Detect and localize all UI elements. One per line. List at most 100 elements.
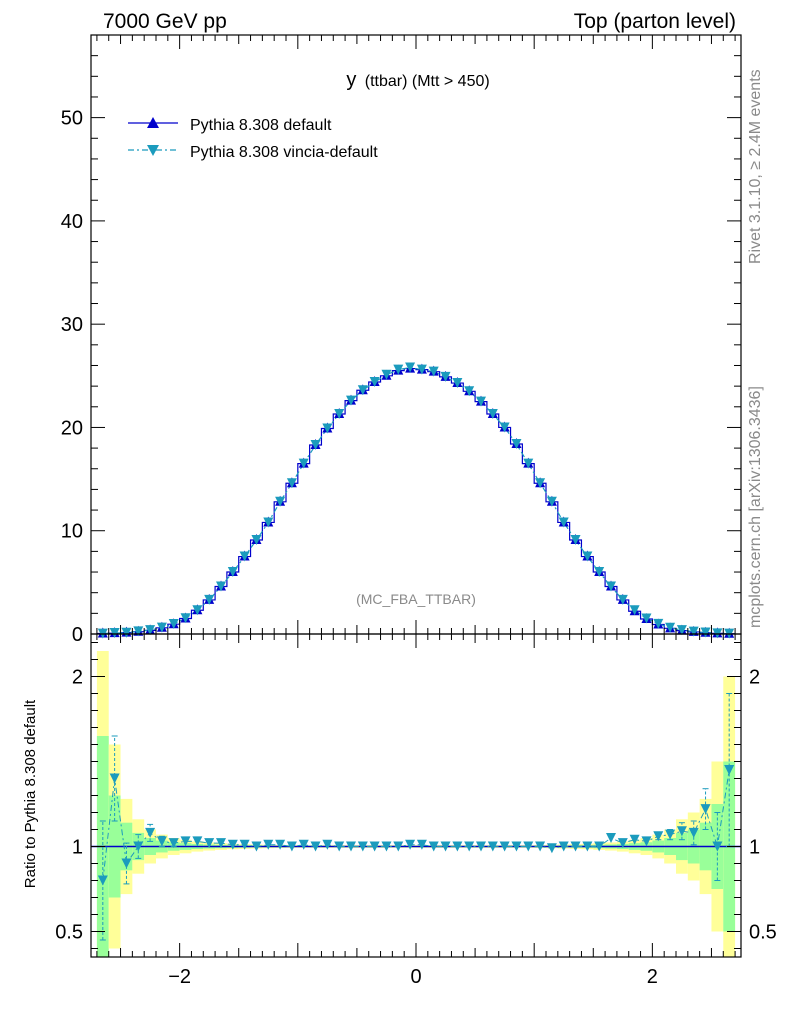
plot-title-main: y	[346, 69, 356, 91]
ratio-marker-vincia	[653, 831, 664, 842]
ratio-marker-vincia	[346, 841, 356, 852]
x-tick-label: 2	[647, 966, 658, 988]
main-y-tick-label: 30	[61, 314, 83, 336]
marker-vincia	[511, 438, 522, 449]
marker-vincia	[133, 626, 144, 637]
ratio-marker-vincia	[688, 827, 699, 838]
ratio-marker-vincia	[204, 838, 215, 849]
ratio-marker-vincia	[357, 841, 368, 852]
x-tick-label: 0	[410, 966, 421, 988]
ratio-marker-vincia	[334, 841, 345, 852]
marker-vincia	[558, 517, 569, 528]
marker-vincia	[641, 613, 652, 624]
ratio-marker-vincia	[121, 858, 132, 869]
ratio-marker-vincia	[239, 839, 250, 850]
marker-vincia	[381, 369, 392, 380]
ratio-y-tick-label-left: 2	[72, 667, 83, 689]
ratio-marker-vincia	[322, 839, 333, 850]
marker-vincia	[263, 517, 274, 528]
ratio-marker-vincia	[192, 836, 203, 847]
ratio-series	[91, 693, 741, 941]
ratio-marker-vincia	[700, 804, 711, 815]
marker-vincia	[629, 605, 640, 616]
marker-vincia	[346, 395, 356, 406]
tick-labels: 0 10 20 30 40 50 −2 0 2 0.5 0.5 1 1 2 2	[55, 108, 777, 988]
rivet-version-label: Rivet 3.1.10, ≥ 2.4M events	[747, 69, 764, 264]
marker-vincia	[428, 366, 439, 377]
marker-vincia	[546, 496, 557, 507]
legend-marker-vincia	[147, 145, 159, 156]
marker-vincia	[499, 422, 510, 433]
ratio-y-tick-label-left: 0.5	[55, 922, 83, 944]
marker-vincia	[227, 567, 238, 578]
ratio-marker-vincia	[381, 841, 392, 852]
ratio-marker-vincia	[97, 875, 108, 886]
legend-label-default: Pythia 8.308 default	[190, 117, 332, 134]
legend-label-vincia: Pythia 8.308 vincia-default	[190, 144, 378, 161]
marker-vincia	[121, 627, 132, 638]
marker-vincia	[464, 386, 475, 397]
ratio-marker-vincia	[523, 841, 534, 852]
main-y-tick-label: 20	[61, 417, 83, 439]
marker-vincia	[570, 535, 581, 546]
ratio-marker-vincia	[156, 836, 167, 847]
ratio-marker-vincia	[665, 829, 676, 840]
ratio-marker-vincia	[286, 841, 297, 852]
marker-vincia	[251, 535, 262, 546]
x-tick-label: −2	[168, 966, 191, 988]
main-plot-frame	[90, 34, 742, 635]
ratio-marker-vincia	[275, 839, 286, 850]
ratio-marker-vincia	[487, 841, 498, 852]
marker-vincia	[416, 364, 427, 375]
marker-vincia	[216, 581, 226, 592]
marker-vincia	[405, 362, 416, 373]
ratio-marker-vincia	[393, 841, 404, 852]
mcplots-label: mcplots.cern.ch [arXiv:1306.3436]	[747, 386, 764, 628]
ratio-marker-vincia	[546, 843, 557, 854]
plot-title: y (ttbar) (Mtt > 450)	[346, 69, 489, 91]
ratio-marker-vincia	[227, 839, 238, 850]
ratio-marker-vincia	[310, 841, 321, 852]
ratio-marker-vincia	[499, 841, 510, 852]
marker-vincia	[357, 385, 368, 396]
marker-vincia	[440, 371, 451, 382]
ratio-marker-vincia	[558, 841, 569, 852]
marker-vincia	[286, 478, 297, 489]
ratio-marker-vincia	[133, 841, 144, 852]
marker-vincia	[239, 551, 250, 562]
ratio-marker-vincia	[109, 773, 120, 784]
ratio-uncertainty-bands	[96, 651, 736, 957]
marker-vincia	[168, 618, 179, 629]
legend-marker-default	[147, 117, 159, 128]
marker-vincia	[712, 628, 723, 639]
ratio-y-tick-label-right: 1	[749, 837, 760, 859]
ratio-plot-frame	[90, 633, 742, 958]
ratio-line-vincia	[102, 769, 730, 881]
ratio-marker-vincia	[251, 841, 262, 852]
ratio-marker-vincia	[464, 841, 475, 852]
ratio-marker-vincia	[452, 841, 463, 852]
ratio-marker-vincia	[724, 765, 735, 775]
ratio-marker-vincia	[263, 839, 274, 850]
header-left: 7000 GeV pp	[103, 10, 227, 33]
marker-vincia	[393, 364, 404, 375]
marker-vincia	[145, 625, 156, 636]
marker-vincia	[606, 581, 616, 592]
ratio-marker-vincia	[641, 836, 652, 847]
marker-vincia	[452, 378, 463, 389]
ratio-y-axis-label: Ratio to Pythia 8.308 default	[22, 699, 39, 888]
marker-vincia	[523, 458, 534, 469]
marker-vincia	[310, 440, 321, 451]
marker-vincia	[192, 605, 203, 616]
ratio-marker-vincia	[617, 838, 628, 849]
marker-vincia	[476, 396, 486, 407]
marker-vincia	[594, 567, 605, 578]
marker-vincia	[676, 625, 687, 636]
marker-vincia	[180, 613, 191, 624]
ratio-marker-vincia	[511, 841, 522, 852]
ratio-marker-vincia	[369, 841, 380, 852]
marker-vincia	[109, 627, 120, 638]
main-y-tick-label: 40	[61, 211, 83, 233]
ratio-marker-vincia	[582, 841, 593, 852]
